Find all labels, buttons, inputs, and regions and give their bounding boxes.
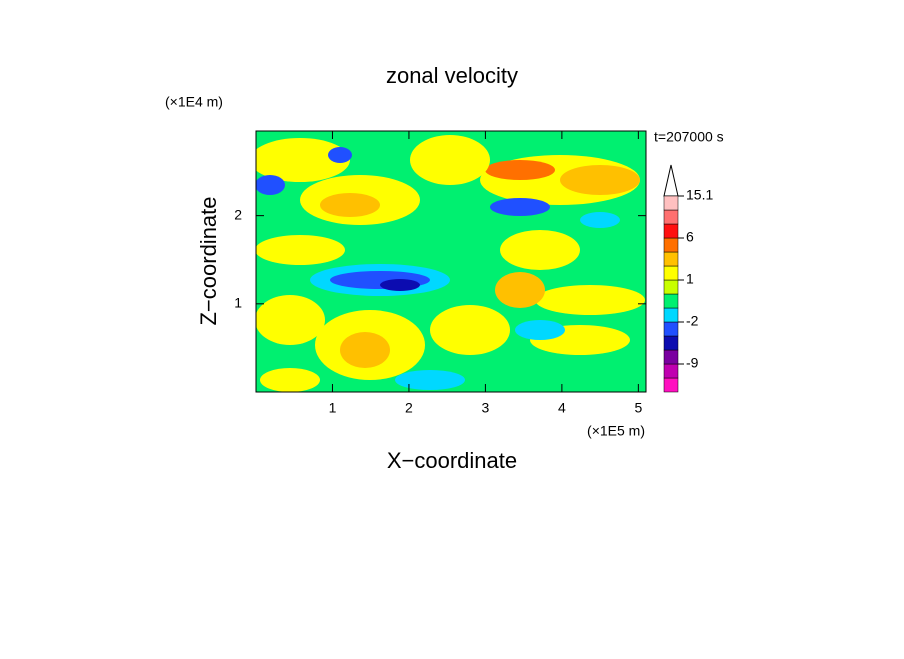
x-tick-label: 1 <box>329 400 337 416</box>
colorbar-cell <box>663 237 679 253</box>
x-unit: (×1E5 m) <box>587 423 645 439</box>
colorbar-cell <box>663 293 679 309</box>
y-unit: (×1E4 m) <box>165 94 223 110</box>
colorbar-cell <box>663 349 679 365</box>
colorbar-cell <box>663 279 679 295</box>
colorbar-label: 1 <box>686 271 694 287</box>
x-tick-label: 4 <box>558 400 566 416</box>
colorbar-cell <box>663 335 679 351</box>
colorbar-label: -2 <box>686 313 699 329</box>
colorbar-label: -9 <box>686 355 699 371</box>
x-axis-label: X−coordinate <box>387 448 517 473</box>
colorbar-cell <box>663 251 679 267</box>
colorbar-label: 15.1 <box>686 187 713 203</box>
contour-field <box>256 131 646 392</box>
colorbar-cell <box>663 209 679 225</box>
colorbar-extend <box>663 164 679 197</box>
x-tick-label: 5 <box>634 400 642 416</box>
colorbar-cell <box>663 265 679 281</box>
x-tick-label: 3 <box>482 400 490 416</box>
colorbar-cell <box>663 223 679 239</box>
colorbar-cell <box>663 321 679 337</box>
chart-title: zonal velocity <box>386 63 518 88</box>
colorbar-cell <box>663 195 679 211</box>
plot-frame <box>255 130 647 393</box>
colorbar-cell <box>663 377 679 393</box>
y-tick-label: 1 <box>234 295 242 311</box>
y-tick-label: 2 <box>234 206 242 222</box>
y-axis-label: Z−coordinate <box>196 196 221 325</box>
colorbar-label: 6 <box>686 229 694 245</box>
x-tick-label: 2 <box>405 400 413 416</box>
colorbar-cell <box>663 307 679 323</box>
annotation: t=207000 s <box>654 129 724 145</box>
colorbar-cell <box>663 363 679 379</box>
